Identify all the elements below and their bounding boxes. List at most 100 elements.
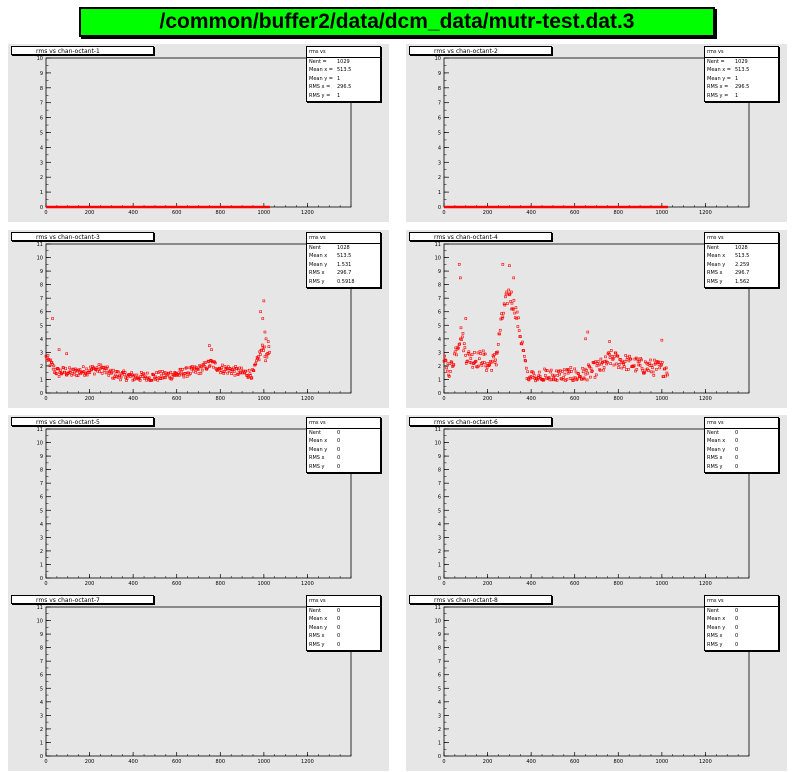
data-point [527,378,531,382]
data-point [245,373,248,377]
stats-row: RMS y 0 [707,641,776,650]
data-point [585,378,589,382]
y-tick-label: 1 [40,740,43,746]
data-point [142,372,146,376]
x-tick-label: 800 [216,759,226,765]
data-point [99,363,103,367]
y-tick-label: 0 [438,576,441,582]
data-point [502,311,505,315]
y-tick-label: 8 [40,283,43,289]
x-tick-label: 800 [216,581,226,587]
data-point [651,366,654,370]
stats-value: 0 [337,446,341,453]
stats-key: rms vs [309,420,326,426]
data-point [123,371,127,374]
data-point [515,310,519,314]
y-tick-label: 3 [40,350,43,356]
x-tick-label: 1200 [699,759,712,765]
stats-value: 1 [337,75,341,82]
data-point [625,358,629,361]
stats-key: RMS x [309,270,325,276]
data-point [471,365,475,369]
data-point [219,369,223,372]
histogram-title: rms vs chan-octant-4 [409,232,552,241]
data-point [207,360,211,364]
stats-value: 296.5 [735,84,750,90]
stats-row: Mean y 2.259 [707,261,776,270]
data-point [512,298,516,302]
stats-key: Nent [707,429,719,436]
y-tick-label: 0 [40,391,43,397]
data-point [462,349,465,353]
y-tick-label: 9 [438,454,441,460]
data-point [560,377,563,381]
data-point [501,263,505,266]
data-point [66,372,69,375]
data-point [200,365,203,369]
stats-key: RMS x = [309,84,331,90]
stats-box: rms vs Nent 0 Mean x 0 Mean y 0 RMS x 0 RMS y 0 [306,595,381,651]
y-tick-label: 6 [40,673,43,679]
stats-value: 0 [337,607,341,614]
stats-key: RMS y [707,463,723,470]
data-point [505,290,509,294]
data-point [664,366,668,370]
data-point [250,376,254,379]
data-point [467,350,471,354]
y-tick-label: 0 [438,754,441,760]
data-point [519,342,523,345]
data-point [236,372,239,376]
stats-key: Mean y [707,624,726,631]
data-point [610,349,613,352]
data-point [499,317,503,321]
data-point [85,367,88,371]
stats-value: 0 [735,463,739,470]
y-tick-label: 0 [40,576,43,582]
data-point [459,276,462,280]
x-tick-label: 800 [614,396,624,402]
data-point [230,372,233,376]
data-point [255,359,258,363]
data-point [76,374,80,377]
data-point [199,371,203,375]
y-tick-label: 5 [438,508,441,514]
data-point [455,353,458,357]
stats-row: rms vs [307,419,380,429]
x-tick-label: 200 [483,759,493,765]
data-point [501,315,505,319]
data-point [483,352,487,356]
y-tick-label: 3 [438,713,441,719]
x-tick-label: 200 [483,581,493,587]
data-point [121,371,124,374]
data-point [600,362,603,366]
stats-value: 1 [735,75,739,82]
data-point [48,364,52,368]
data-point [146,371,149,375]
data-point [565,378,569,381]
data-point [577,372,580,376]
data-point [150,379,154,382]
stats-row: Mean x = 513.5 [707,66,776,75]
data-point [622,362,626,366]
data-point [212,360,216,363]
data-point [509,300,512,303]
stats-box: rms vs Nent 0 Mean x 0 Mean y 0 RMS x 0 RMS y 0 [704,595,779,651]
data-point [54,371,58,375]
x-tick-label: 600 [172,581,182,587]
data-point [198,365,202,369]
data-point [586,371,590,375]
stats-row: RMS x 0 [309,632,378,641]
data-point [61,366,65,369]
x-tick-label: 0 [442,759,445,765]
data-point [602,366,606,369]
x-tick-label: 400 [128,210,138,216]
data-point [653,358,656,362]
data-point [147,376,151,380]
x-tick-label: 600 [570,396,580,402]
stats-box: rms vs Nent 1028 Mean x 513.5 Mean y 1.531 RMS … [306,232,381,288]
stats-row: RMS x 0 [707,454,776,463]
chart-svg: 0 200 400 600 800 1000 1200 0 1 2 3 4 5 6 7 8 9 10 11 [435,427,750,587]
chart-pad-1: 0 200 400 600 800 1000 1200 0 1 2 3 4 5 6 7 8 9 10 rms vs … [8,44,389,222]
stats-key: Nent = [309,58,327,65]
data-point [223,370,226,373]
